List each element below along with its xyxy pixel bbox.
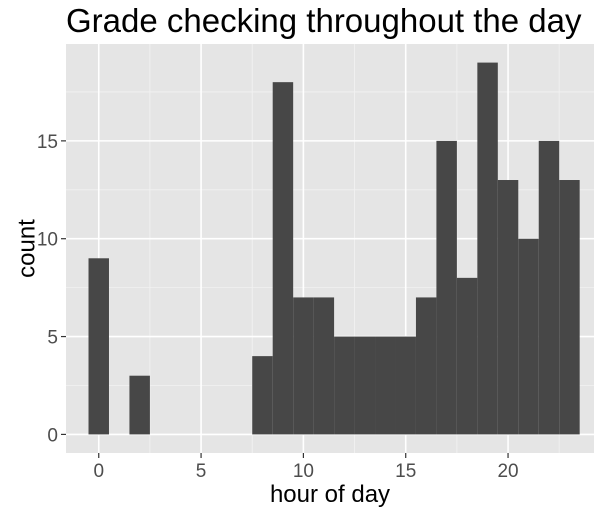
bar — [395, 336, 416, 435]
y-tick-label: 15 — [37, 132, 58, 153]
bar — [252, 356, 273, 435]
x-tick-label: 0 — [93, 461, 104, 482]
x-tick-label: 15 — [395, 461, 416, 482]
x-tick-label: 20 — [497, 461, 518, 482]
bars — [88, 62, 580, 435]
y-tick-label: 5 — [47, 328, 58, 349]
y-tick-label: 0 — [47, 425, 58, 446]
x-tick-label: 10 — [293, 461, 314, 482]
bar — [272, 82, 294, 435]
x-tick-label: 5 — [196, 461, 207, 482]
bar — [334, 336, 355, 435]
y-axis-title: count — [13, 219, 40, 278]
bar — [354, 336, 376, 435]
y-tick-label: 10 — [37, 230, 58, 251]
bar — [538, 140, 560, 435]
chart-title: Grade checking throughout the day — [66, 2, 582, 39]
bar — [313, 297, 335, 435]
bar — [129, 375, 150, 435]
bar — [415, 297, 437, 435]
bar — [456, 277, 478, 435]
bar — [497, 180, 519, 435]
bar — [559, 180, 580, 435]
bar — [375, 336, 396, 435]
x-axis-title: hour of day — [270, 481, 390, 508]
bar — [477, 62, 498, 435]
bar — [293, 297, 314, 435]
axes: 0 5 10 15 20 0 5 10 15 — [37, 132, 519, 482]
bar — [436, 140, 457, 435]
bar — [518, 238, 539, 435]
bar — [88, 258, 109, 435]
